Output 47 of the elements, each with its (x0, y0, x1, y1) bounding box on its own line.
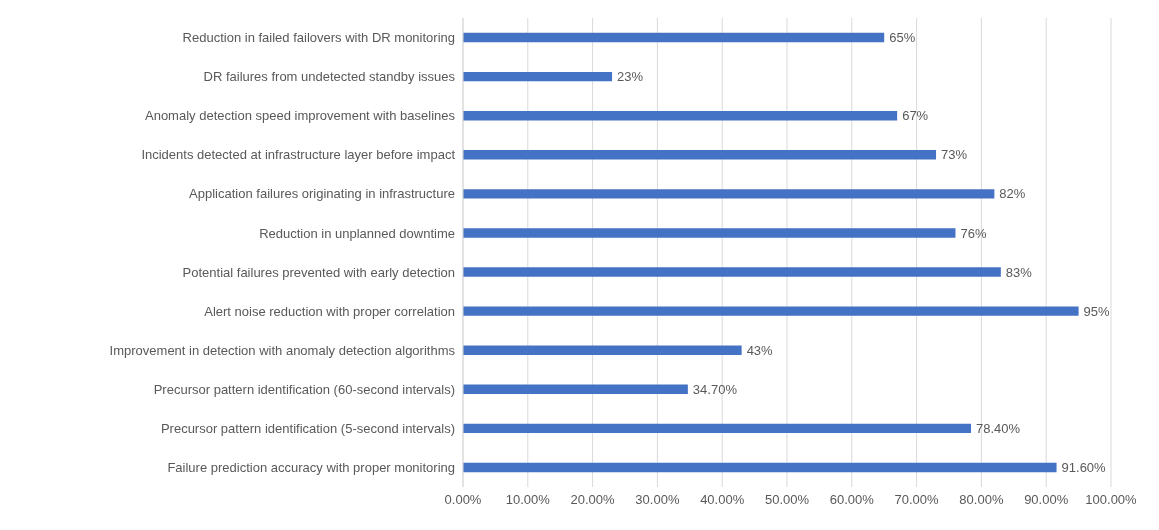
y-tick-label: Potential failures prevented with early detection (182, 264, 455, 280)
x-tick-label: 10.00% (505, 492, 551, 508)
data-label: 83% (1005, 264, 1033, 280)
y-tick-label: Reduction in failed failovers with DR monitoring (182, 30, 455, 46)
x-tick-label: 30.00% (635, 492, 680, 508)
bar (463, 462, 1057, 473)
x-tick-label: 50.00% (764, 492, 810, 508)
x-tick-label: 40.00% (700, 492, 745, 508)
x-tick-label: 60.00% (829, 492, 875, 508)
data-label: 23% (617, 69, 644, 85)
y-tick-label: Precursor pattern identification (60-second intervals) (153, 381, 455, 397)
y-tick-label: Improvement in detection with anomaly detection algorithms (109, 342, 456, 358)
x-tick-label: 70.00% (894, 492, 940, 508)
y-tick-label: Failure prediction accuracy with proper monitoring (167, 460, 455, 476)
y-tick-label: Incidents detected at infrastructure layer before impact (141, 147, 456, 163)
x-tick-label: 100.00% (1085, 492, 1138, 508)
bar (463, 267, 1001, 277)
bar (463, 71, 613, 82)
bar (463, 228, 956, 238)
y-tick-label: Anomaly detection speed improvement with baselines (144, 108, 456, 124)
bar (463, 189, 995, 199)
data-label: 43% (746, 342, 774, 358)
x-tick-label: 0.00% (444, 492, 482, 508)
x-tick-label: 90.00% (1024, 492, 1069, 508)
data-label: 95% (1083, 303, 1111, 319)
data-label: 67% (902, 108, 929, 124)
y-tick-label: Alert noise reduction with proper correlation (204, 303, 455, 319)
bar (463, 32, 885, 43)
y-tick-label: DR failures from undetected standby issues (203, 69, 456, 85)
y-tick-label: Precursor pattern identification (5-second intervals) (160, 420, 455, 436)
x-tick-label: 20.00% (570, 492, 616, 508)
data-label: 73% (941, 147, 968, 163)
y-tick-label: Application failures originating in infrastructure (189, 186, 455, 202)
x-tick-label: 80.00% (959, 492, 1004, 508)
bar (463, 423, 972, 434)
data-label: 82% (999, 186, 1026, 202)
bar (463, 111, 898, 121)
bar (463, 306, 1079, 316)
data-label: 76% (960, 225, 987, 241)
bar (463, 150, 937, 160)
data-label: 78.40% (976, 420, 1021, 436)
data-label: 65% (889, 30, 916, 46)
data-label: 34.70% (692, 381, 738, 397)
y-tick-label: Reduction in unplanned downtime (259, 225, 455, 241)
bar (463, 384, 688, 394)
data-label: 91.60% (1061, 460, 1107, 476)
bar (463, 345, 742, 355)
